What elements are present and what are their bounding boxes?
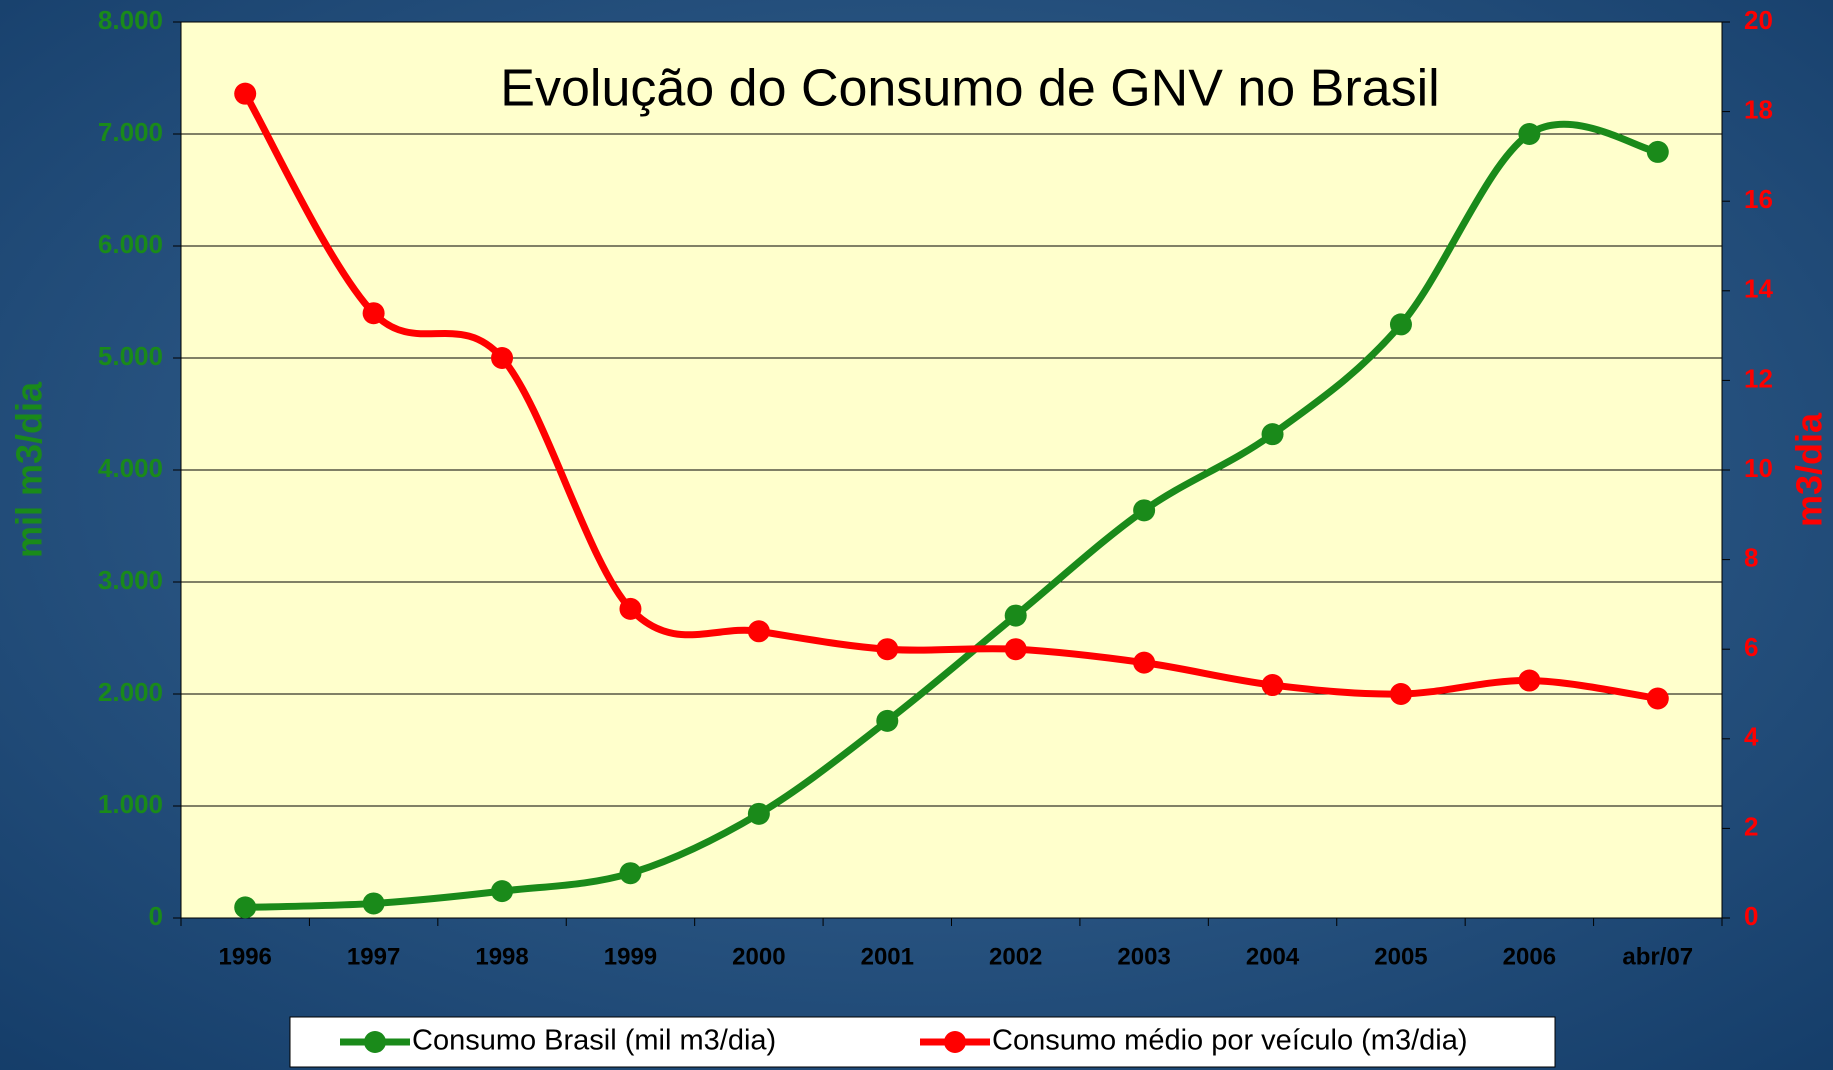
y-axis-label: mil m3/dia (9, 381, 50, 558)
marker (747, 802, 770, 825)
x-tick-label: 1998 (475, 943, 528, 970)
marker (1133, 499, 1156, 522)
marker (1646, 687, 1669, 710)
y-tick-label: 3.000 (98, 565, 163, 595)
legend-marker (944, 1031, 966, 1053)
x-tick-label: 1997 (347, 943, 400, 970)
x-tick-label: 1996 (219, 943, 272, 970)
y2-tick-label: 8 (1744, 542, 1758, 572)
marker (234, 896, 257, 919)
marker (747, 620, 770, 643)
marker (1133, 651, 1156, 674)
y-tick-label: 6.000 (98, 229, 163, 259)
y-tick-label: 7.000 (98, 117, 163, 147)
marker (1389, 313, 1412, 336)
x-tick-label: 2005 (1374, 943, 1427, 970)
marker (1004, 604, 1027, 627)
legend-label: Consumo médio por veículo (m3/dia) (992, 1025, 1467, 1057)
x-tick-label: abr/07 (1622, 943, 1693, 970)
x-tick-label: 2003 (1117, 943, 1170, 970)
y-tick-label: 5.000 (98, 341, 163, 371)
marker (234, 82, 257, 105)
marker (619, 597, 642, 620)
marker (1518, 669, 1541, 692)
marker (362, 302, 385, 325)
y2-tick-label: 12 (1744, 363, 1773, 393)
y2-tick-label: 14 (1744, 274, 1773, 304)
x-tick-label: 2004 (1246, 943, 1300, 970)
marker (1261, 674, 1284, 697)
y2-tick-label: 6 (1744, 632, 1758, 662)
marker (1004, 638, 1027, 661)
marker (1389, 683, 1412, 705)
y-tick-label: 2.000 (98, 677, 163, 707)
x-tick-label: 1999 (604, 943, 657, 970)
legend-marker (364, 1031, 386, 1053)
marker (491, 347, 514, 369)
marker (1518, 123, 1541, 145)
y2-axis-label: m3/dia (1789, 412, 1830, 527)
y2-tick-label: 4 (1744, 722, 1759, 752)
y2-tick-label: 18 (1744, 94, 1773, 124)
x-tick-label: 2000 (732, 943, 785, 970)
y-tick-label: 4.000 (98, 453, 163, 483)
marker (876, 709, 899, 732)
marker (1261, 423, 1284, 446)
marker (876, 638, 899, 661)
x-tick-label: 2001 (861, 943, 914, 970)
y2-tick-label: 0 (1744, 901, 1758, 931)
marker (491, 880, 514, 903)
y2-tick-label: 2 (1744, 811, 1758, 841)
y-tick-label: 0 (149, 901, 163, 931)
chart-title: Evolução do Consumo de GNV no Brasil (500, 60, 1439, 118)
legend-box (289, 1016, 1556, 1068)
y-tick-label: 1.000 (98, 789, 163, 819)
legend-label: Consumo Brasil (mil m3/dia) (412, 1025, 776, 1057)
marker (619, 862, 642, 885)
y2-tick-label: 20 (1744, 5, 1773, 35)
y2-tick-label: 16 (1744, 184, 1773, 214)
x-tick-label: 2002 (989, 943, 1042, 970)
marker (362, 892, 385, 915)
y2-tick-label: 10 (1744, 453, 1773, 483)
x-tick-label: 2006 (1503, 943, 1556, 970)
marker (1646, 140, 1669, 163)
y-tick-label: 8.000 (98, 5, 163, 35)
